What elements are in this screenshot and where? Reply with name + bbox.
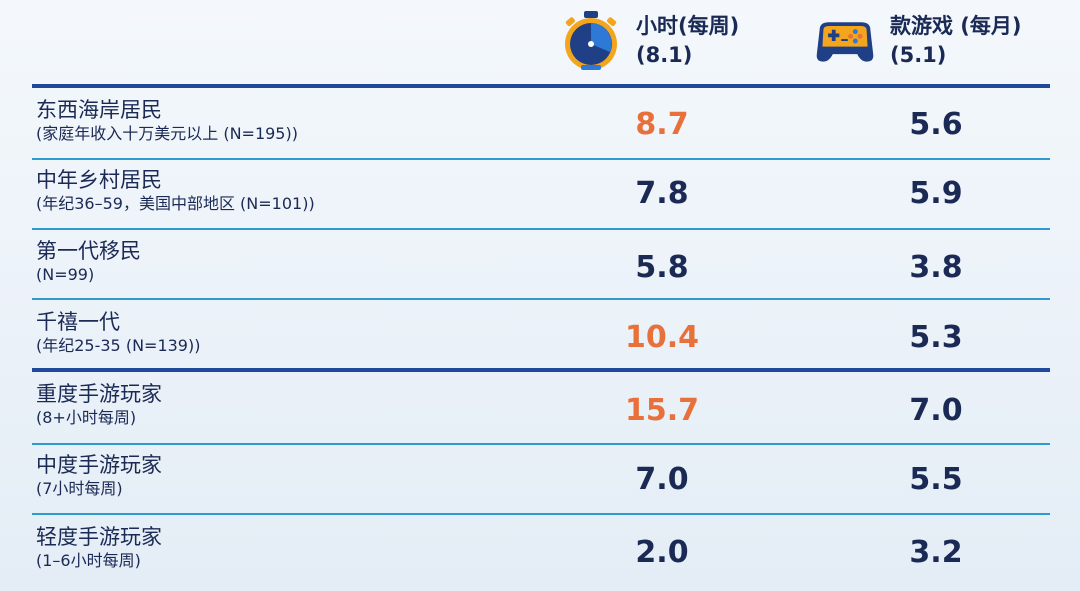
games-value: 5.3 [909,320,963,355]
row-subtitle: (8+小时每周) [36,408,137,427]
hours-value: 7.8 [635,176,689,211]
row-title: 东西海岸居民 [36,98,162,122]
hours-value: 10.4 [624,320,700,355]
stopwatch-icon [560,10,622,72]
row-label: 中年乡村居民 (年纪36–59，美国中部地区 (N=101)) [36,167,315,215]
row-divider [32,513,1050,515]
row-label: 第一代移民 (N=99) [36,238,141,286]
row-subtitle: (N=99) [36,265,95,284]
row-title: 千禧一代 [36,310,120,334]
header-divider [32,84,1050,88]
row-divider [32,158,1050,160]
row-subtitle: (年纪25-35 (N=139)) [36,336,201,355]
row-divider [32,228,1050,230]
column-label-games: 款游戏 (每月) [890,14,1022,38]
row-divider [32,443,1050,445]
gamepad-icon [814,10,876,72]
column-header-games: 款游戏 (每月) (5.1) [814,10,1022,72]
row-subtitle: (年纪36–59，美国中部地区 (N=101)) [36,194,315,213]
column-average-games: (5.1) [890,43,947,67]
games-value: 5.6 [909,107,963,142]
table-header: 小时(每周) (8.1) 款游戏 (每月) (5.1) [0,0,1080,84]
row-label: 中度手游玩家 (7小时每周) [36,452,162,500]
column-label-hours: 小时(每周) [636,14,740,38]
row-subtitle: (1–6小时每周) [36,551,141,570]
row-subtitle: (家庭年收入十万美元以上 (N=195)) [36,124,298,143]
games-value: 7.0 [909,393,963,428]
games-value: 3.8 [909,250,963,285]
row-title: 中年乡村居民 [36,168,162,192]
hours-value: 15.7 [624,393,700,428]
row-title: 中度手游玩家 [36,453,162,477]
games-value: 3.2 [909,535,963,570]
column-header-hours: 小时(每周) (8.1) [560,10,739,72]
hours-value: 8.7 [635,107,689,142]
row-title: 重度手游玩家 [36,382,162,406]
hours-value: 2.0 [635,535,689,570]
hours-value: 7.0 [635,462,689,497]
row-subtitle: (7小时每周) [36,479,123,498]
hours-value: 5.8 [635,250,689,285]
row-label: 轻度手游玩家 (1–6小时每周) [36,524,162,572]
row-title: 第一代移民 [36,239,141,263]
row-label: 千禧一代 (年纪25-35 (N=139)) [36,309,200,357]
column-average-hours: (8.1) [636,43,693,67]
section-divider [32,368,1050,372]
row-divider [32,298,1050,300]
games-value: 5.9 [909,176,963,211]
row-label: 东西海岸居民 (家庭年收入十万美元以上 (N=195)) [36,97,298,145]
row-title: 轻度手游玩家 [36,525,162,549]
games-value: 5.5 [909,462,963,497]
row-label: 重度手游玩家 (8+小时每周) [36,381,162,429]
